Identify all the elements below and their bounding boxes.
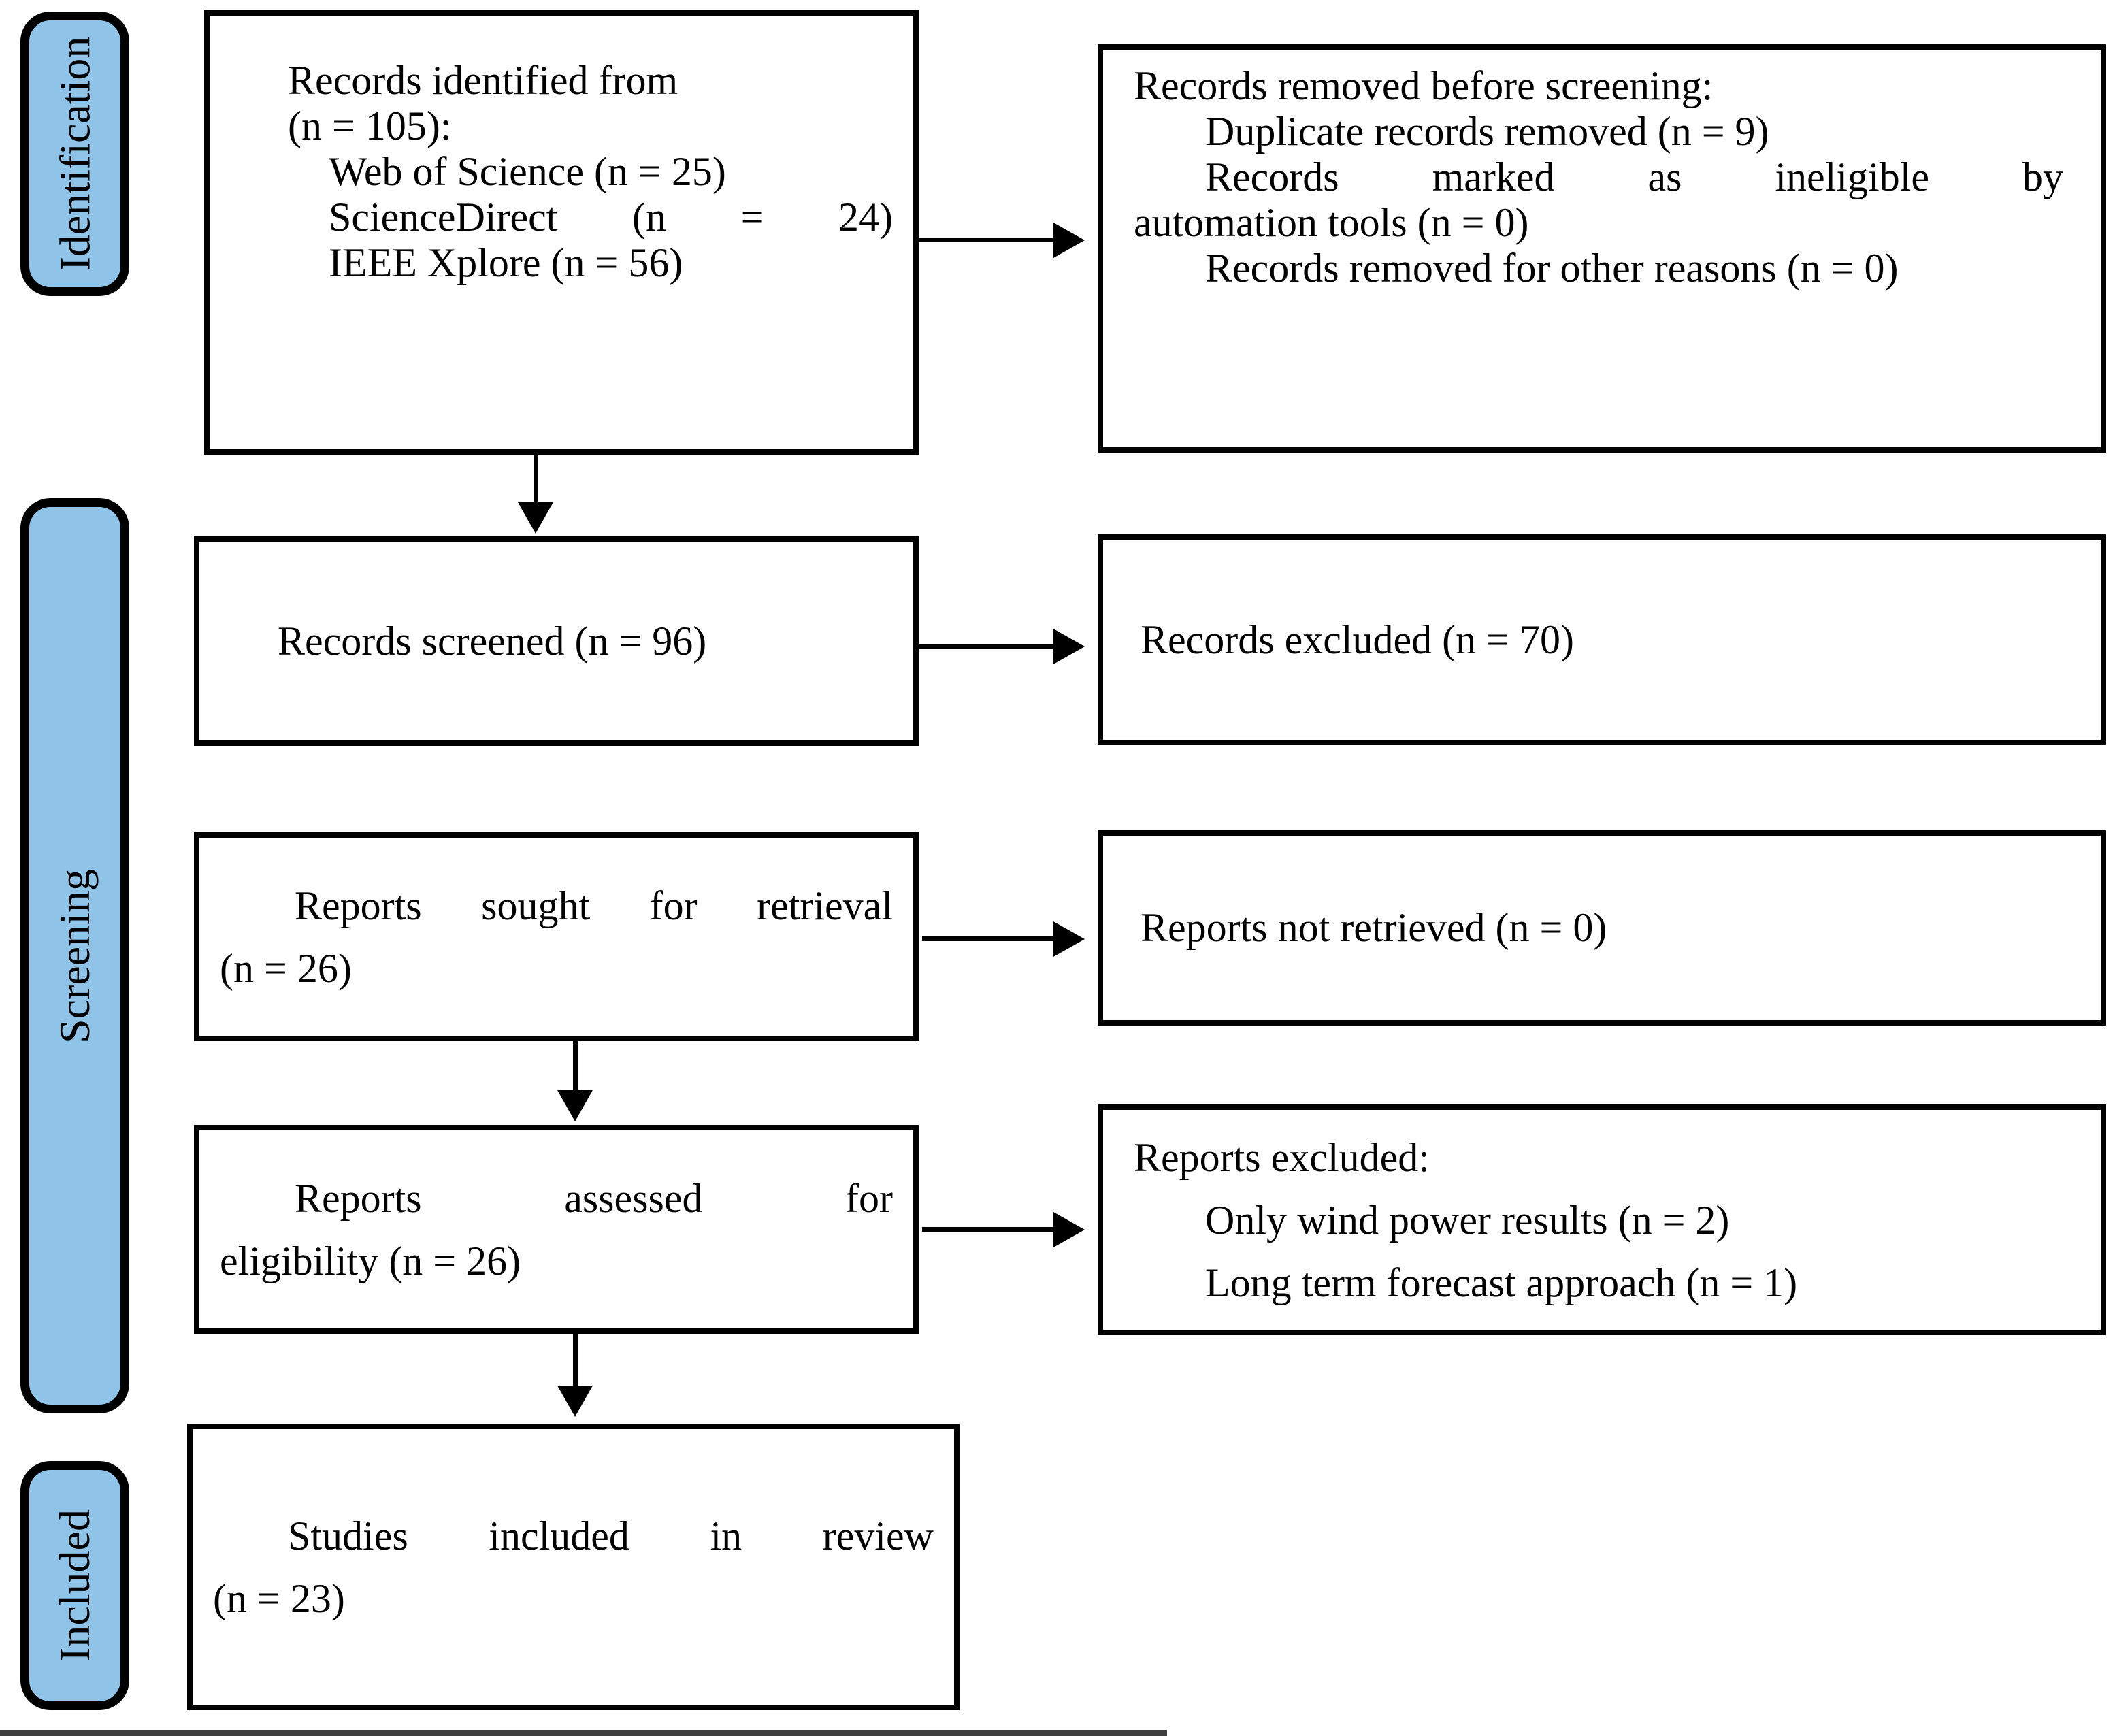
box-records-identified-line: IEEE Xplore (n = 56) (329, 240, 683, 285)
stage-screening: Screening (20, 498, 129, 1413)
box-records-removed-line: Records marked as ineligible by (1205, 154, 2063, 199)
bottom-edge-strip (0, 1730, 1167, 1736)
box-reports-sought-line: Reports sought for retrieval (295, 883, 893, 928)
box-studies-included-line: Studies included in review (288, 1513, 934, 1558)
arrow-head-down (557, 1386, 593, 1417)
box-records-removed-before-screening: Records removed before screening: Duplic… (1098, 44, 2106, 453)
arrow-head-right (1053, 921, 1085, 957)
stage-included: Included (20, 1461, 129, 1710)
stage-screening-label: Screening (50, 868, 99, 1043)
arrow-head-down (518, 502, 553, 534)
box-studies-included-line: (n = 23) (213, 1575, 345, 1621)
box-reports-not-retrieved-line: Reports not retrieved (n = 0) (1141, 905, 1607, 950)
box-records-screened: Records screened (n = 96) (194, 536, 919, 746)
arrow-line (573, 1041, 578, 1094)
box-reports-assessed-line: eligibility (n = 26) (220, 1238, 521, 1283)
box-records-identified: Records identified from (n = 105): Web o… (204, 10, 919, 455)
box-reports-sought: Reports sought for retrieval (n = 26) (194, 832, 919, 1041)
box-records-excluded: Records excluded (n = 70) (1098, 534, 2106, 745)
arrow-line (922, 936, 1055, 941)
stage-identification-label: Identification (50, 36, 99, 272)
box-records-excluded-line: Records excluded (n = 70) (1141, 617, 1574, 662)
arrow-head-right (1053, 629, 1085, 664)
box-records-removed-line: Records removed before screening: (1134, 63, 1714, 108)
box-records-removed-line: Duplicate records removed (n = 9) (1205, 109, 1769, 154)
box-reports-excluded: Reports excluded: Only wind power result… (1098, 1104, 2106, 1335)
arrow-line (573, 1334, 578, 1390)
box-reports-assessed: Reports assessed for eligibility (n = 26) (194, 1125, 919, 1334)
arrow-head-down (557, 1090, 593, 1121)
arrow-head-right (1053, 1212, 1085, 1247)
stage-identification: Identification (20, 12, 129, 296)
box-records-identified-line: ScienceDirect (n = 24) (329, 195, 893, 240)
box-reports-not-retrieved: Reports not retrieved (n = 0) (1098, 830, 2106, 1026)
box-records-identified-line: (n = 105): (288, 103, 452, 148)
box-reports-excluded-line: Reports excluded: (1134, 1134, 1430, 1180)
arrow-line (534, 455, 538, 506)
box-records-removed-line: automation tools (n = 0) (1134, 200, 1529, 245)
arrow-head-right (1053, 223, 1085, 258)
stage-included-label: Included (50, 1509, 99, 1662)
box-records-screened-line: Records screened (n = 96) (278, 618, 707, 664)
box-records-identified-line: Records identified from (288, 58, 678, 103)
box-reports-sought-line: (n = 26) (220, 945, 352, 991)
arrow-line (919, 644, 1055, 649)
box-records-identified-line: Web of Science (n = 25) (329, 149, 726, 194)
box-studies-included: Studies included in review (n = 23) (187, 1424, 960, 1710)
box-reports-assessed-line: Reports assessed for (295, 1175, 893, 1221)
box-reports-excluded-line: Long term forecast approach (n = 1) (1205, 1260, 1798, 1305)
arrow-line (922, 1227, 1055, 1232)
box-reports-excluded-line: Only wind power results (n = 2) (1205, 1197, 1730, 1243)
box-records-removed-line: Records removed for other reasons (n = 0… (1205, 246, 1899, 291)
arrow-line (919, 238, 1055, 242)
